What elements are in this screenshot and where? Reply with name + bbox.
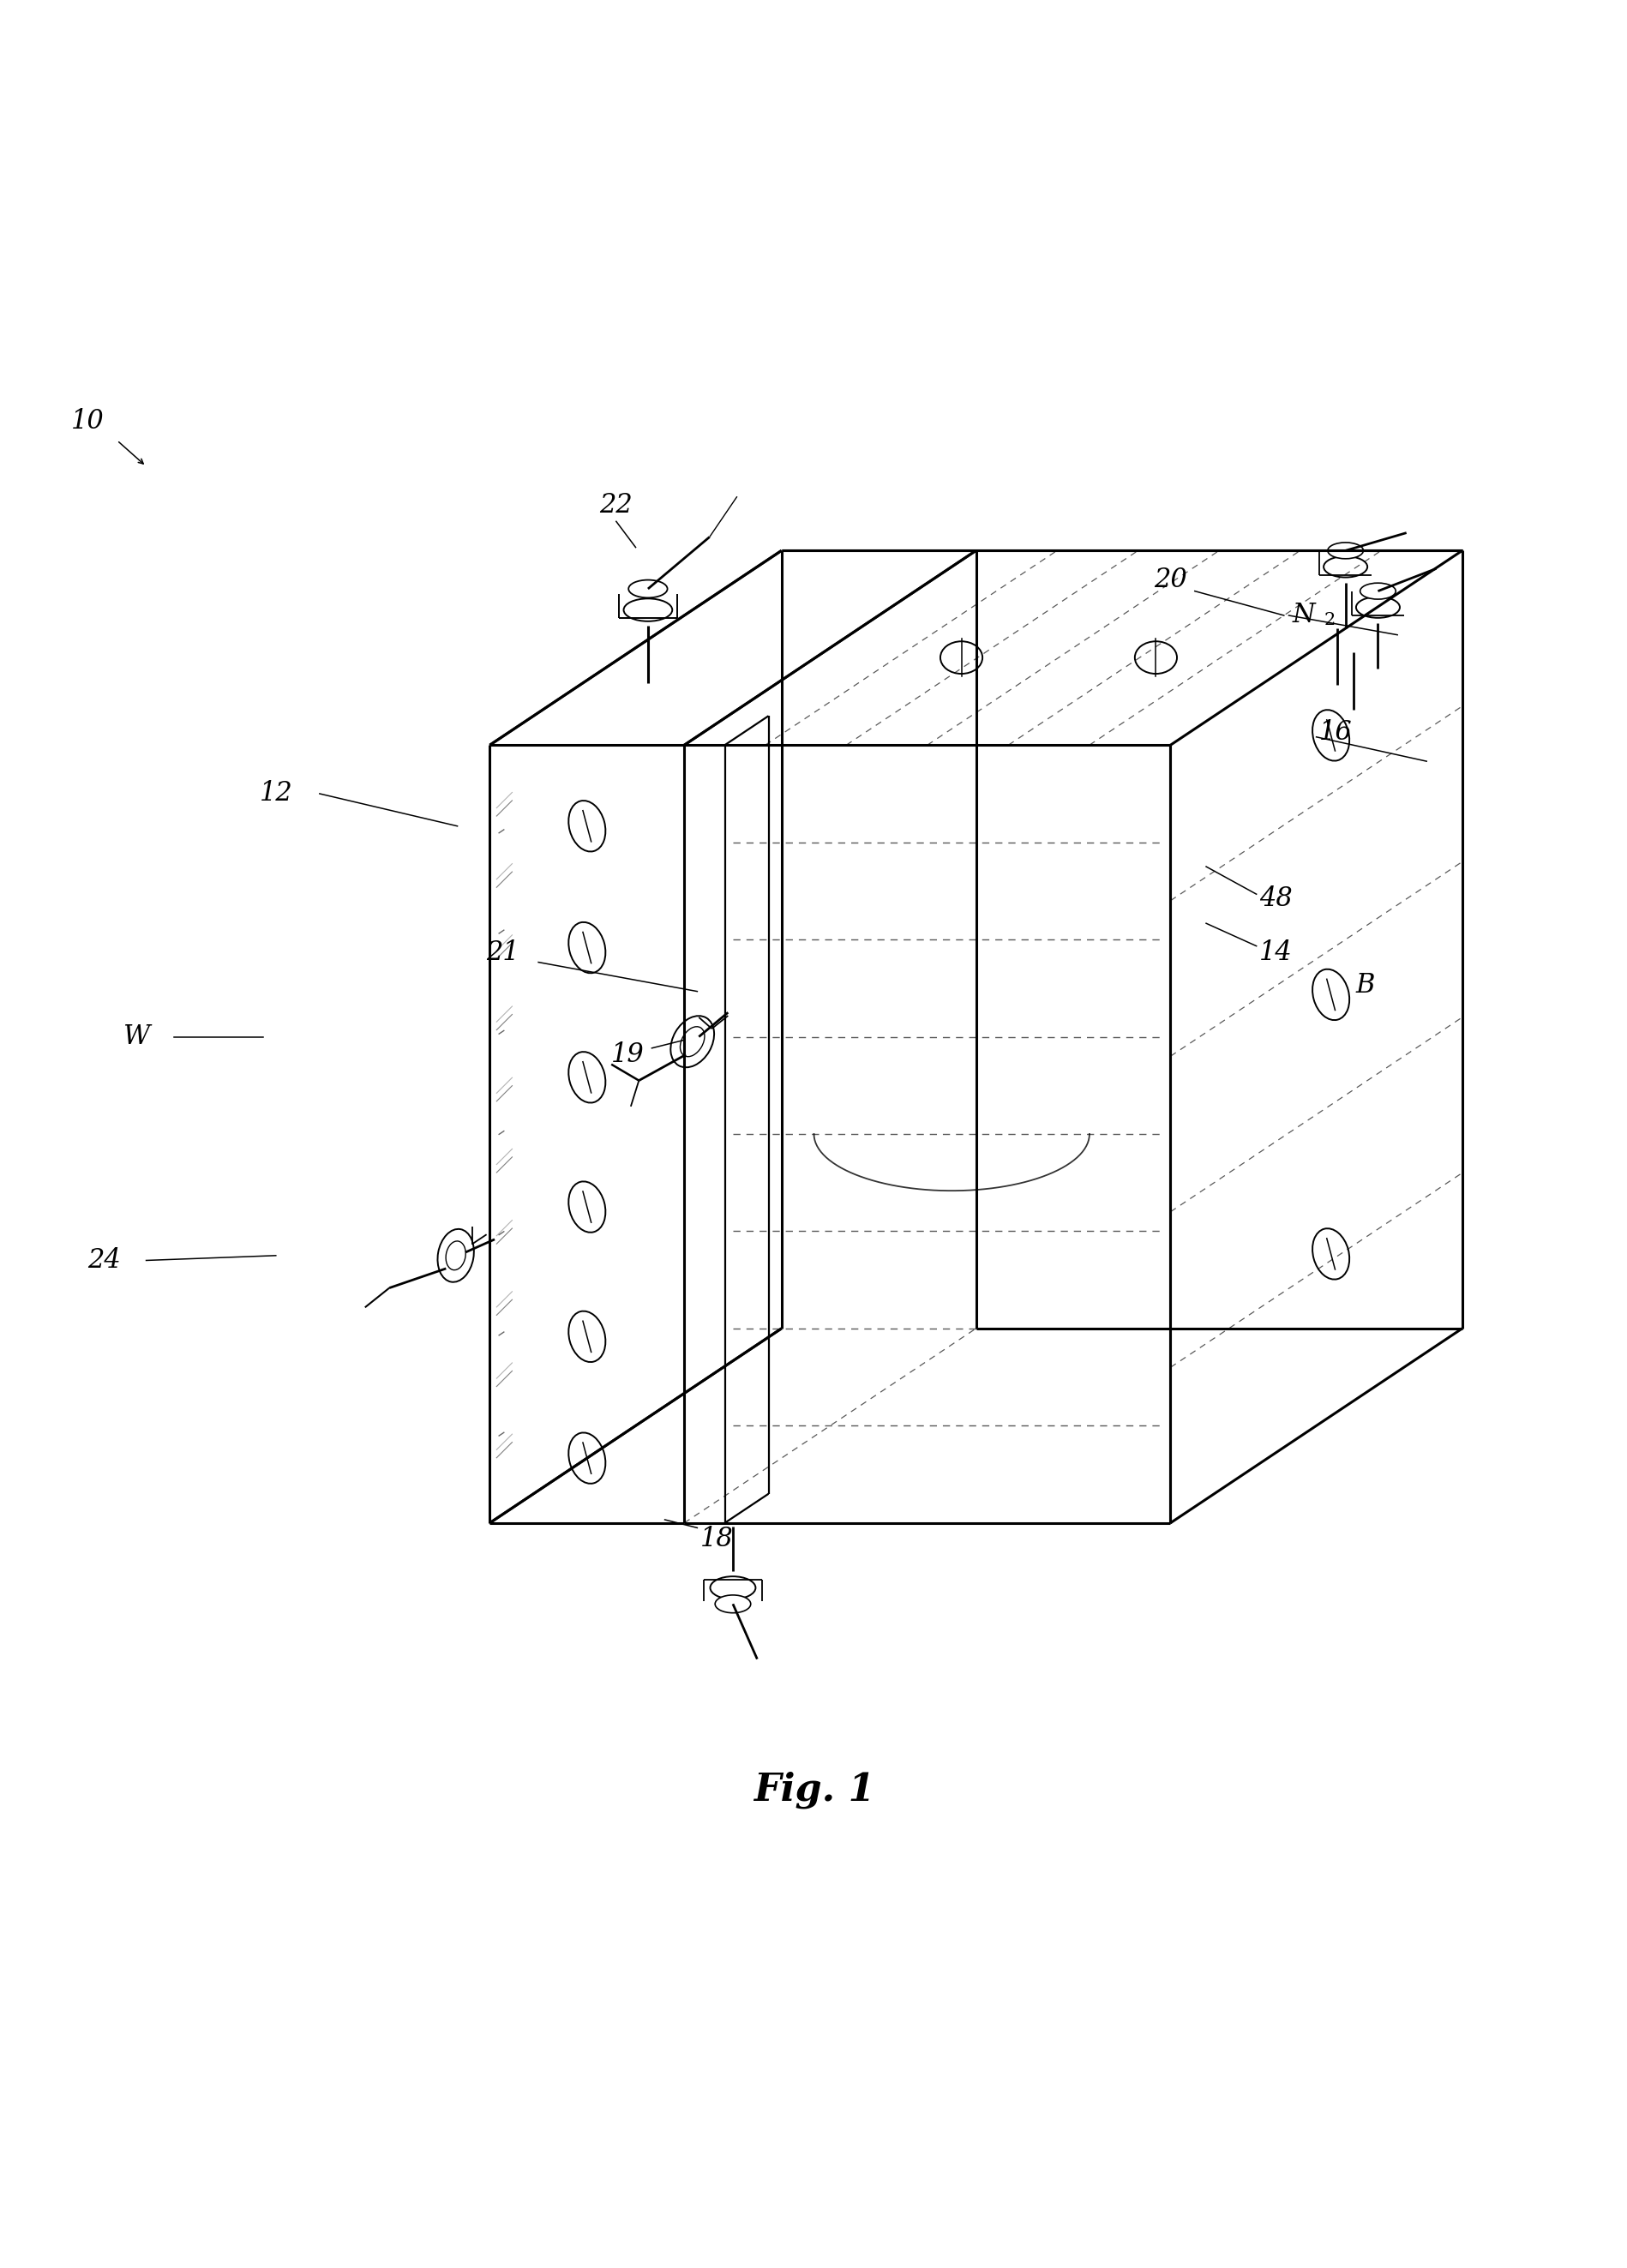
Text: 22: 22 xyxy=(599,492,633,519)
Text: 10: 10 xyxy=(72,408,104,433)
Text: 2: 2 xyxy=(1324,612,1336,628)
Text: 19: 19 xyxy=(610,1041,644,1068)
Text: 14: 14 xyxy=(1259,939,1292,966)
Ellipse shape xyxy=(1360,583,1394,599)
Ellipse shape xyxy=(628,581,667,599)
Text: W: W xyxy=(124,1023,150,1050)
Text: B: B xyxy=(1355,971,1373,998)
Text: N: N xyxy=(1292,601,1315,628)
Ellipse shape xyxy=(1328,542,1363,558)
Text: 21: 21 xyxy=(486,939,519,966)
Ellipse shape xyxy=(1323,556,1367,578)
Ellipse shape xyxy=(670,1016,714,1068)
Text: Fig. 1: Fig. 1 xyxy=(753,1771,874,1810)
Text: 18: 18 xyxy=(700,1526,732,1551)
Ellipse shape xyxy=(623,599,672,621)
Text: 48: 48 xyxy=(1259,887,1292,912)
Text: 24: 24 xyxy=(88,1247,120,1275)
Text: 12: 12 xyxy=(259,780,293,807)
Ellipse shape xyxy=(714,1594,750,1613)
Ellipse shape xyxy=(709,1576,755,1599)
Ellipse shape xyxy=(438,1229,473,1281)
Ellipse shape xyxy=(1355,596,1399,617)
Text: 16: 16 xyxy=(1318,719,1352,746)
Text: 20: 20 xyxy=(1154,567,1186,592)
